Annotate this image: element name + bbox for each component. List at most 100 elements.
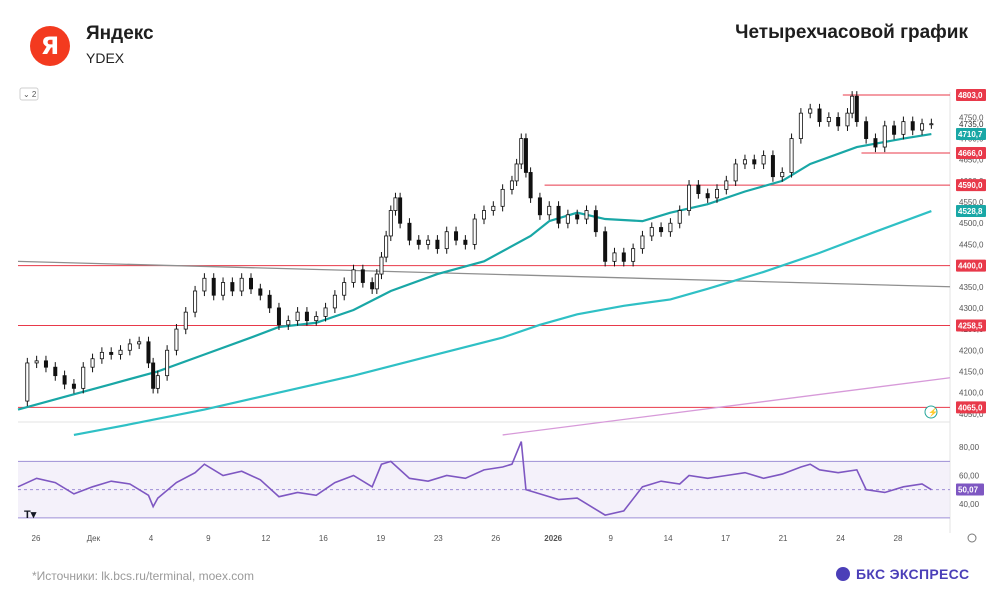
candle-body bbox=[463, 239, 468, 245]
candle-body bbox=[715, 188, 720, 199]
time-tick-label: 21 bbox=[779, 534, 788, 543]
candle-body bbox=[761, 155, 766, 165]
indicator-count: ⌄ 2 bbox=[23, 90, 37, 99]
candle-body bbox=[314, 315, 319, 322]
price-tag-label: 4528,8 bbox=[958, 207, 983, 216]
price-tick-label: 4650,0 bbox=[959, 156, 984, 165]
candle-body bbox=[62, 375, 67, 385]
time-tick-label: 26 bbox=[32, 534, 41, 543]
candle-body bbox=[323, 307, 328, 317]
candle-body bbox=[258, 288, 263, 296]
candle-body bbox=[99, 351, 104, 360]
candle-body bbox=[267, 294, 272, 309]
price-tick-label: 4150,0 bbox=[959, 367, 984, 376]
candle-body bbox=[612, 252, 617, 262]
chart-title: Четырехчасовой график bbox=[735, 22, 968, 43]
time-tick-label: 9 bbox=[206, 534, 211, 543]
candle-body bbox=[444, 231, 449, 250]
candle-body bbox=[640, 235, 645, 250]
price-tag bbox=[956, 319, 986, 332]
bcs-logo-icon bbox=[836, 567, 850, 581]
price-tag-label: 4590,0 bbox=[958, 181, 983, 190]
time-tick-label: 12 bbox=[261, 534, 270, 543]
candle-body bbox=[230, 282, 235, 292]
candle-body bbox=[603, 231, 608, 262]
price-axis[interactable]: 4750,04700,04650,04600,04550,04500,04450… bbox=[956, 88, 986, 509]
candle-body bbox=[910, 121, 915, 131]
candle-body bbox=[193, 290, 198, 313]
time-tick-label: Дек bbox=[87, 534, 101, 543]
moving-average-line bbox=[73, 210, 932, 437]
candle-body bbox=[565, 214, 570, 224]
candle-body bbox=[500, 188, 505, 207]
candle-body bbox=[393, 197, 398, 211]
candle-body bbox=[71, 383, 76, 389]
rsi-value-tag bbox=[956, 483, 984, 496]
candle-body bbox=[351, 269, 356, 283]
candle-body bbox=[523, 138, 528, 173]
price-tick-label: 4050,0 bbox=[959, 410, 984, 419]
candle-body bbox=[407, 222, 412, 241]
candles bbox=[25, 91, 934, 407]
lightning-icon[interactable] bbox=[924, 405, 938, 419]
price-tick-label: 4500,0 bbox=[959, 219, 984, 228]
price-tag-label: 4666,0 bbox=[958, 149, 983, 158]
price-tick-label: 4350,0 bbox=[959, 283, 984, 292]
candle-body bbox=[854, 95, 859, 123]
price-tag bbox=[956, 179, 986, 192]
candle-body bbox=[295, 311, 300, 322]
candle-body bbox=[118, 349, 123, 355]
price-tag-label: 4710,7 bbox=[958, 130, 983, 139]
candle-body bbox=[81, 366, 86, 389]
candle-body bbox=[850, 95, 855, 114]
candle-body bbox=[696, 184, 701, 195]
candle-body bbox=[304, 311, 309, 322]
candle-body bbox=[528, 172, 533, 199]
candle-body bbox=[211, 277, 216, 296]
candle-body bbox=[360, 269, 365, 283]
price-tag-label: 4400,0 bbox=[958, 262, 983, 271]
candle-body bbox=[379, 256, 384, 275]
candle-body bbox=[901, 121, 906, 135]
candle-body bbox=[575, 214, 580, 220]
candle-body bbox=[864, 121, 869, 139]
candle-body bbox=[435, 239, 440, 250]
settings-icon[interactable] bbox=[967, 533, 977, 543]
candle-body bbox=[239, 277, 244, 292]
price-tick-label: 4750,0 bbox=[959, 113, 984, 122]
price-tick-label: 4550,0 bbox=[959, 198, 984, 207]
candle-body bbox=[547, 205, 552, 216]
candle-body bbox=[873, 138, 878, 148]
candle-body bbox=[514, 163, 519, 182]
price-tag bbox=[956, 88, 986, 101]
price-tick-label: 4300,0 bbox=[959, 304, 984, 313]
yandex-logo: Я bbox=[30, 26, 70, 66]
candle-body bbox=[724, 180, 729, 190]
price-tag-label: 4258,5 bbox=[958, 321, 983, 330]
sources-note: *Источники: lk.bcs.ru/terminal, moex.com bbox=[32, 569, 254, 583]
candle-body bbox=[631, 248, 636, 262]
candle-body bbox=[929, 123, 934, 126]
candle-body bbox=[109, 351, 114, 355]
rsi-series-line bbox=[17, 441, 932, 516]
candle-body bbox=[556, 205, 561, 224]
price-tick-label: 4450,0 bbox=[959, 240, 984, 249]
rsi-line bbox=[17, 441, 932, 516]
candle-body bbox=[276, 307, 281, 326]
time-axis[interactable]: 26 Дек 4 9 12 16 19 23 26 2026 9 14 17 21 24 28 bbox=[32, 534, 903, 543]
collapse-indicators-button[interactable] bbox=[19, 87, 39, 101]
candle-body bbox=[705, 193, 710, 199]
time-tick-label: 28 bbox=[894, 534, 903, 543]
candle-body bbox=[174, 328, 179, 351]
price-tick-label: 4200,0 bbox=[959, 346, 984, 355]
candle-body bbox=[798, 112, 803, 139]
candle-body bbox=[43, 360, 48, 368]
candle-body bbox=[892, 125, 897, 135]
time-tick-label: 9 bbox=[608, 534, 613, 543]
trend-line bbox=[17, 260, 951, 288]
bcs-express-brand: БКС ЭКСПРЕСС bbox=[836, 566, 969, 582]
candle-body bbox=[286, 320, 291, 326]
price-chart[interactable]: 4750,04700,04650,04600,04550,04500,04450… bbox=[0, 80, 1000, 550]
company-name: Яндекс bbox=[86, 23, 154, 44]
